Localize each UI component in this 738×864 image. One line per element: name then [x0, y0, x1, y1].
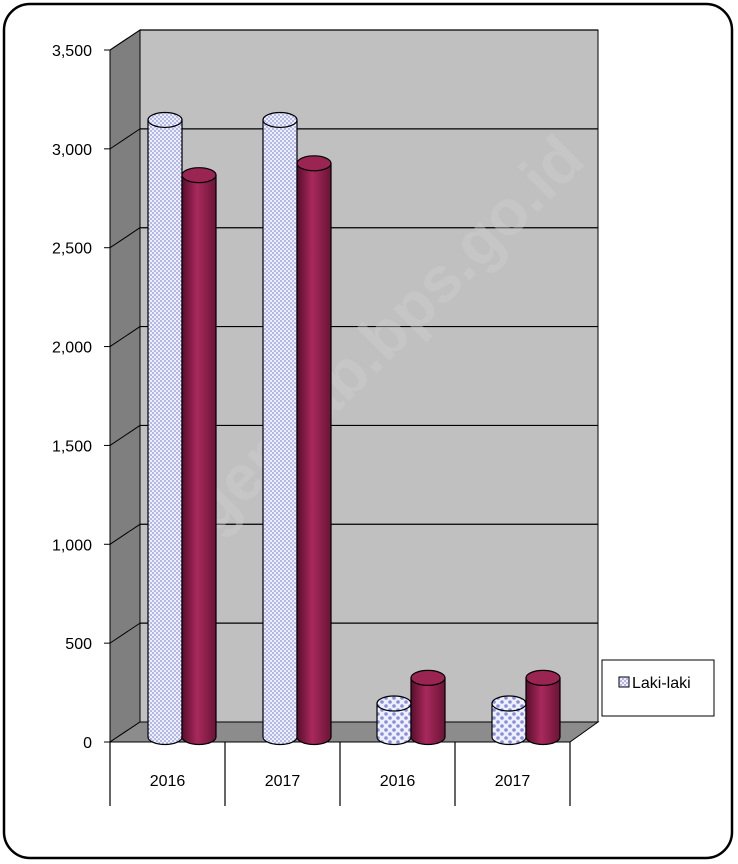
bar-series2-2-body [410, 677, 446, 746]
category-label-3: 2017 [495, 773, 531, 790]
y-tick-label-0: 0 [83, 735, 92, 752]
side-wall [109, 29, 141, 743]
bar-series2-1-body [296, 162, 332, 746]
gridline-side-6 [109, 128, 141, 150]
bar-series1-1 [262, 111, 298, 746]
bar-series2-2-top [410, 669, 446, 686]
bar-series2-3-body [525, 677, 561, 746]
bar-series1-2 [376, 695, 412, 746]
gridline-side-5 [109, 227, 141, 249]
bar-series2-0 [181, 167, 217, 746]
bar-series2-3 [525, 669, 561, 746]
gridline-side-1 [109, 622, 141, 644]
y-tick-label-7: 3,500 [52, 43, 92, 60]
y-tick-label-4: 2,000 [52, 340, 92, 357]
y-tick-label-6: 3,000 [52, 142, 92, 159]
bar-series1-1-body [262, 119, 298, 746]
bar-series2-0-top [181, 167, 217, 184]
category-axis: 2016 2017 2016 2017 [109, 742, 571, 806]
bar-series1-0 [147, 111, 183, 746]
gridline-side-4 [109, 326, 141, 347]
y-tick-label-2: 1,000 [52, 537, 92, 554]
legend-box [601, 659, 715, 717]
bar-series1-0-top [147, 111, 183, 129]
bar-series1-3-top [491, 695, 527, 712]
category-label-2: 2016 [380, 773, 416, 790]
bar-series1-0-body [147, 119, 183, 746]
bar-series2-3-top [525, 669, 561, 686]
bars [147, 111, 561, 746]
legend: Laki-laki [601, 659, 715, 717]
bar-series1-3 [491, 695, 527, 746]
legend-swatch-laki-laki [618, 676, 630, 688]
bar-series1-1-top [262, 111, 298, 129]
gridline-side-2 [109, 523, 141, 545]
gridline-side-3 [109, 425, 141, 446]
y-axis-ticks: 0 500 1,000 1,500 2,000 2,500 3,000 3,500 [52, 43, 110, 752]
gridline-side-7 [109, 29, 141, 51]
y-tick-label-5: 2,500 [52, 241, 92, 258]
bar-series1-2-top [376, 695, 412, 712]
bar-series2-0-body [181, 174, 217, 746]
y-tick-label-1: 500 [65, 636, 92, 653]
bar-series2-1 [296, 155, 332, 746]
bar-series2-1-top [296, 155, 332, 172]
category-label-0: 2016 [150, 773, 186, 790]
bar-series2-2 [410, 669, 446, 746]
y-tick-label-3: 1,500 [52, 438, 92, 455]
legend-label-laki-laki: Laki-laki [632, 675, 691, 692]
category-label-1: 2017 [265, 773, 301, 790]
